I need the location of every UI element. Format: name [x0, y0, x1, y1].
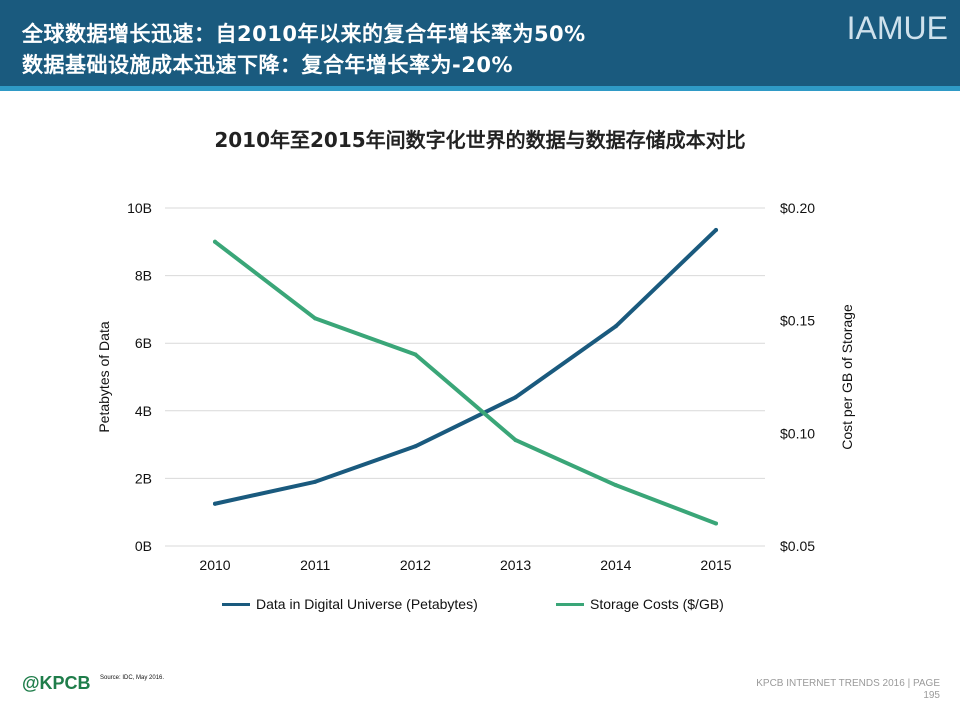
series-0-point-0 [213, 501, 217, 506]
left-axis-ticks: 0B 2B 4B 6B 8B 10B [127, 200, 152, 554]
legend-item-cost: Storage Costs ($/GB) [556, 596, 724, 612]
left-tick-label-5: 10B [127, 200, 152, 216]
left-axis-title: Petabytes of Data [96, 321, 112, 433]
right-tick-label-3: $0.20 [780, 200, 815, 216]
left-tick-label-0: 0B [135, 538, 152, 554]
right-axis-ticks: $0.05 $0.10 $0.15 $0.20 [780, 200, 815, 554]
page-footer: KPCB INTERNET TRENDS 2016 | PAGE 195 [740, 678, 940, 702]
left-tick-label-1: 2B [135, 470, 152, 486]
series-0-point-5 [714, 227, 718, 232]
series-line-0 [213, 227, 718, 506]
right-axis-title: Cost per GB of Storage [839, 304, 855, 450]
x-tick-label-0: 2010 [199, 557, 230, 573]
left-tick-label-3: 6B [135, 335, 152, 351]
header-bar: 全球数据增长迅速：自2010年以来的复合年增长率为50% 数据基础设施成本迅速下… [0, 0, 960, 86]
source-note: Source: IDC, May 2016. [100, 675, 165, 681]
x-tick-label-1: 2011 [300, 557, 330, 573]
x-tick-label-5: 2015 [700, 557, 731, 573]
series-1-point-2 [413, 352, 418, 357]
left-tick-label-4: 8B [135, 268, 152, 284]
brand-watermark: IAMUE [846, 10, 948, 46]
header-divider [0, 86, 960, 91]
series-1-point-3 [513, 438, 518, 443]
series-lines [213, 227, 718, 526]
x-tick-label-3: 2013 [500, 557, 531, 573]
right-tick-label-2: $0.15 [780, 313, 815, 329]
series-0-point-1 [313, 479, 318, 484]
right-tick-label-1: $0.10 [780, 425, 815, 441]
x-axis-ticks: 2010 2011 2012 2013 2014 2015 [199, 557, 731, 573]
series-1-point-1 [313, 316, 318, 321]
gridlines [165, 207, 765, 547]
series-0-point-2 [413, 444, 418, 449]
legend-label-data: Data in Digital Universe (Petabytes) [256, 596, 478, 612]
headline-line-1: 全球数据增长迅速：自2010年以来的复合年增长率为50% [22, 22, 586, 46]
x-tick-label-4: 2014 [600, 557, 631, 573]
chart-legend: Data in Digital Universe (Petabytes) Sto… [0, 596, 960, 620]
series-line-1 [213, 239, 718, 526]
headline-line-2: 数据基础设施成本迅速下降：复合年增长率为-20% [22, 53, 513, 77]
series-0-point-4 [613, 324, 618, 329]
legend-item-data: Data in Digital Universe (Petabytes) [222, 596, 478, 612]
series-1-point-0 [213, 239, 217, 244]
page-number: 195 [923, 690, 940, 701]
left-tick-label-2: 4B [135, 403, 152, 419]
legend-swatch-cost [556, 602, 584, 606]
legend-label-cost: Storage Costs ($/GB) [590, 596, 724, 612]
series-0-point-3 [513, 395, 518, 400]
series-1-point-5 [714, 521, 718, 526]
chart-title: 2010年至2015年间数字化世界的数据与数据存储成本对比 [214, 128, 746, 152]
right-tick-label-0: $0.05 [780, 538, 815, 554]
kpcb-logo: @KPCB [22, 673, 91, 693]
footer-trends: KPCB INTERNET TRENDS 2016 | PAGE [756, 678, 940, 689]
series-1-point-4 [613, 483, 618, 488]
x-tick-label-2: 2012 [400, 557, 431, 573]
legend-swatch-data [222, 602, 250, 606]
